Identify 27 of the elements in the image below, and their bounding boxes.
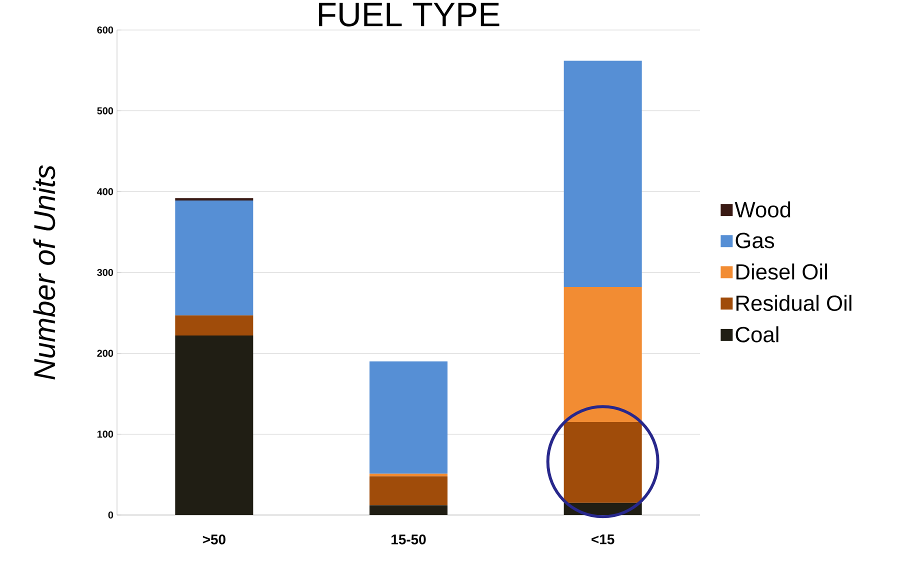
bar bbox=[175, 200, 254, 316]
legend-label: Residual Oil bbox=[736, 294, 852, 311]
legend-label: Coal bbox=[736, 326, 778, 342]
y-tick-label: 500 bbox=[97, 107, 114, 114]
x-tick-label: 15-50 bbox=[392, 534, 426, 544]
bar bbox=[564, 287, 642, 422]
legend-label: Diesel Oil bbox=[736, 264, 827, 280]
bar bbox=[370, 505, 448, 515]
chart-title: FUEL TYPE bbox=[319, 2, 500, 26]
bar bbox=[564, 60, 642, 288]
y-tick-label: 0 bbox=[108, 511, 114, 519]
bar bbox=[175, 198, 254, 201]
legend-label: Gas bbox=[736, 232, 774, 248]
y-tick-label: 300 bbox=[97, 268, 114, 276]
bar bbox=[175, 315, 254, 336]
bar bbox=[175, 336, 254, 515]
x-tick-label: >50 bbox=[202, 534, 226, 544]
legend-label: Wood bbox=[734, 201, 790, 218]
x-tick-label: <15 bbox=[592, 534, 614, 544]
y-tick-label: 200 bbox=[97, 350, 114, 357]
bar bbox=[370, 476, 448, 506]
bar bbox=[370, 361, 448, 474]
y-tick-label: 400 bbox=[97, 188, 114, 196]
y-tick-label: 100 bbox=[97, 430, 114, 438]
y-tick-label: 600 bbox=[97, 26, 114, 34]
y-axis-title: Number of Units bbox=[33, 165, 56, 380]
bar bbox=[564, 422, 642, 503]
